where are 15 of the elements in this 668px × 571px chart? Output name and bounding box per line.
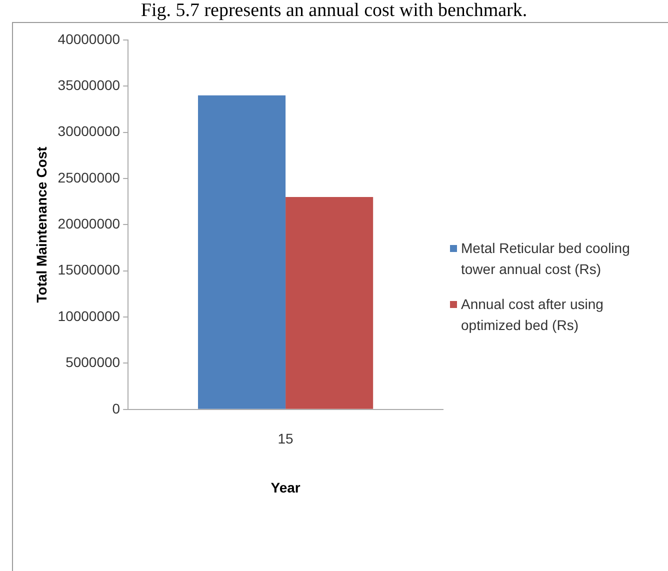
x-axis-title: Year xyxy=(270,479,301,496)
y-tick-label: 0 xyxy=(112,400,120,416)
legend-label: Metal Reticular bed cooling tower annual cost (Rs) xyxy=(461,239,631,279)
x-tick-label: 15 xyxy=(278,430,294,447)
y-tick-label: 20000000 xyxy=(58,216,120,232)
legend-label: Annual cost after using optimized bed (Rs) xyxy=(461,295,604,335)
y-tick-label: 5000000 xyxy=(66,354,120,370)
y-tick-label: 25000000 xyxy=(58,169,120,186)
y-tick-label: 35000000 xyxy=(58,77,120,94)
y-tick-label: 40000000 xyxy=(58,30,120,47)
y-tick-label: 10000000 xyxy=(58,308,120,324)
y-axis-title: Total Maintenance Cost xyxy=(33,146,50,303)
y-tick-label: 15000000 xyxy=(58,262,120,278)
y-tick-label: 30000000 xyxy=(58,123,120,140)
caption: Fig. 5.7 represents an annual cost with benchmark. xyxy=(140,0,528,22)
